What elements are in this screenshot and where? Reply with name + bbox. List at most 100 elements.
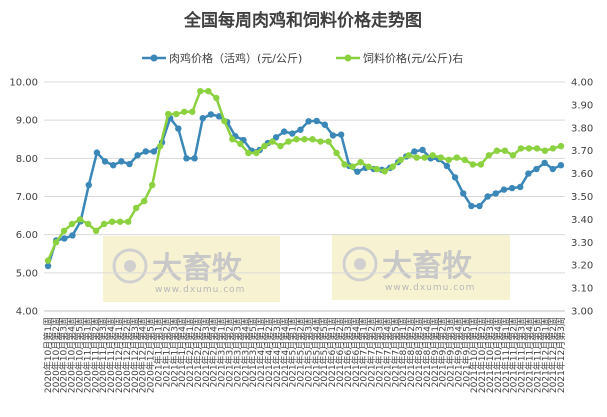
data-point-feed[interactable] — [285, 138, 292, 145]
data-point-chicken[interactable] — [411, 148, 418, 155]
data-point-feed[interactable] — [277, 142, 284, 150]
data-point-feed[interactable] — [405, 152, 412, 159]
data-point-feed[interactable] — [469, 161, 477, 168]
data-point-chicken[interactable] — [280, 128, 288, 135]
data-point-chicken[interactable] — [337, 131, 345, 138]
data-point-feed[interactable] — [293, 136, 300, 143]
data-point-feed[interactable] — [44, 257, 52, 264]
data-point-chicken[interactable] — [183, 155, 190, 162]
data-point-feed[interactable] — [461, 156, 469, 164]
data-point-chicken[interactable] — [297, 126, 304, 133]
data-point-chicken[interactable] — [321, 121, 329, 128]
data-point-feed[interactable] — [213, 94, 220, 102]
data-point-feed[interactable] — [68, 220, 76, 228]
data-point-feed[interactable] — [197, 87, 204, 95]
data-point-chicken[interactable] — [101, 158, 109, 165]
data-point-feed[interactable] — [381, 168, 388, 175]
data-point-chicken[interactable] — [500, 186, 508, 193]
data-point-chicken[interactable] — [508, 184, 516, 192]
data-point-chicken[interactable] — [329, 132, 337, 139]
data-point-chicken[interactable] — [44, 262, 52, 270]
data-point-feed[interactable] — [189, 108, 196, 115]
data-point-chicken[interactable] — [419, 146, 426, 154]
data-point-feed[interactable] — [477, 161, 485, 168]
data-point-feed[interactable] — [84, 220, 92, 228]
data-point-chicken[interactable] — [175, 125, 182, 132]
data-point-chicken[interactable] — [207, 111, 215, 118]
data-point-feed[interactable] — [60, 227, 68, 235]
data-point-feed[interactable] — [541, 147, 549, 154]
data-point-feed[interactable] — [485, 152, 493, 159]
data-point-chicken[interactable] — [118, 158, 125, 165]
data-point-chicken[interactable] — [85, 181, 92, 189]
data-point-feed[interactable] — [269, 138, 276, 145]
data-point-feed[interactable] — [413, 154, 420, 161]
data-point-chicken[interactable] — [484, 193, 491, 200]
data-point-chicken[interactable] — [541, 159, 548, 167]
data-point-chicken[interactable] — [150, 148, 158, 155]
data-point-feed[interactable] — [517, 145, 525, 152]
data-point-feed[interactable] — [309, 136, 316, 143]
data-point-chicken[interactable] — [533, 165, 540, 173]
data-point-chicken[interactable] — [525, 170, 532, 177]
data-point-chicken[interactable] — [476, 202, 483, 210]
data-point-feed[interactable] — [421, 154, 428, 161]
data-point-feed[interactable] — [533, 145, 541, 152]
data-point-feed[interactable] — [165, 110, 172, 118]
data-point-chicken[interactable] — [289, 130, 296, 137]
data-point-feed[interactable] — [108, 218, 116, 225]
data-point-feed[interactable] — [389, 163, 396, 170]
data-point-feed[interactable] — [261, 142, 268, 150]
data-point-chicken[interactable] — [313, 117, 320, 125]
data-point-chicken[interactable] — [199, 115, 206, 122]
data-point-feed[interactable] — [221, 117, 228, 125]
data-point-chicken[interactable] — [305, 118, 312, 125]
data-point-chicken[interactable] — [126, 160, 133, 168]
data-point-feed[interactable] — [373, 165, 380, 173]
data-point-feed[interactable] — [525, 145, 533, 152]
data-point-feed[interactable] — [445, 156, 452, 164]
data-point-feed[interactable] — [365, 163, 372, 170]
data-point-feed[interactable] — [501, 147, 509, 154]
data-point-feed[interactable] — [333, 149, 340, 157]
data-point-chicken[interactable] — [272, 134, 280, 141]
data-point-feed[interactable] — [52, 239, 60, 246]
data-point-feed[interactable] — [349, 163, 356, 170]
data-point-chicken[interactable] — [443, 162, 451, 170]
data-point-feed[interactable] — [493, 147, 501, 154]
data-point-chicken[interactable] — [460, 190, 467, 197]
data-point-feed[interactable] — [317, 138, 324, 145]
legend-item-chicken[interactable]: 肉鸡价格（活鸡）(元/公斤) — [142, 51, 302, 65]
data-point-feed[interactable] — [92, 227, 100, 235]
data-point-chicken[interactable] — [191, 155, 198, 162]
data-point-feed[interactable] — [325, 138, 332, 145]
data-point-feed[interactable] — [357, 158, 364, 166]
data-point-feed[interactable] — [437, 154, 444, 161]
data-point-feed[interactable] — [557, 142, 565, 150]
data-point-feed[interactable] — [140, 197, 148, 205]
data-point-feed[interactable] — [124, 218, 132, 225]
data-point-feed[interactable] — [116, 218, 124, 225]
data-point-feed[interactable] — [100, 220, 108, 228]
data-point-chicken[interactable] — [492, 190, 500, 197]
data-point-feed[interactable] — [237, 140, 244, 148]
data-point-chicken[interactable] — [354, 168, 361, 175]
data-point-feed[interactable] — [181, 108, 188, 115]
data-point-chicken[interactable] — [549, 165, 556, 173]
data-point-chicken[interactable] — [517, 183, 524, 191]
data-point-feed[interactable] — [205, 87, 212, 95]
data-point-feed[interactable] — [301, 136, 308, 143]
data-point-chicken[interactable] — [142, 148, 149, 155]
data-point-chicken[interactable] — [557, 162, 565, 169]
data-point-feed[interactable] — [253, 149, 260, 157]
data-point-feed[interactable] — [132, 204, 140, 212]
data-point-feed[interactable] — [157, 142, 164, 150]
data-point-feed[interactable] — [245, 149, 252, 157]
data-point-feed[interactable] — [76, 216, 84, 223]
legend-item-feed[interactable]: 饲料价格(元/公斤)右 — [336, 51, 463, 65]
data-point-chicken[interactable] — [451, 174, 459, 181]
data-point-feed[interactable] — [173, 110, 180, 118]
data-point-feed[interactable] — [429, 152, 436, 159]
data-point-chicken[interactable] — [69, 232, 76, 239]
data-point-feed[interactable] — [149, 181, 156, 189]
